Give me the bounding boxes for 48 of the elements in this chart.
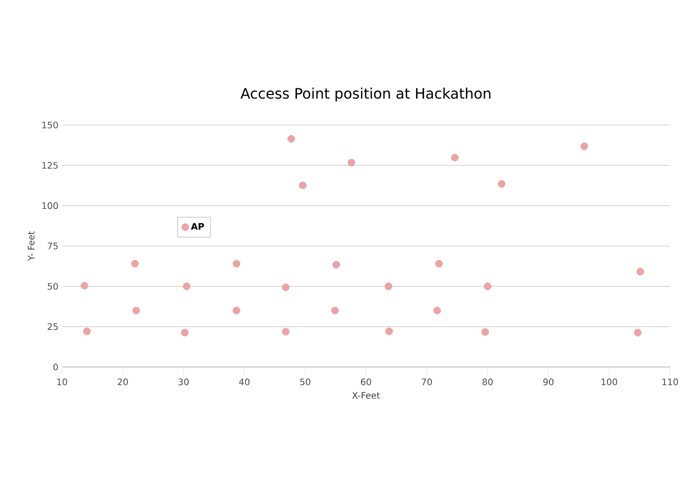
- point: [181, 328, 189, 336]
- point: [481, 328, 489, 336]
- x-tick-label: 50: [300, 378, 310, 386]
- y-tick-label: 50: [48, 282, 58, 290]
- point: [132, 306, 140, 314]
- point: [433, 306, 441, 314]
- x-tick-label: 30: [178, 378, 189, 386]
- point: [580, 142, 588, 150]
- point: [287, 135, 296, 143]
- x-tick-label: 90: [543, 378, 554, 386]
- x-tick-label: 40: [239, 378, 250, 386]
- y-tick-label: 125: [42, 162, 58, 169]
- point: [298, 182, 307, 190]
- y-tick-label: 25: [48, 323, 58, 330]
- y-axis-title: Y- Feet: [28, 231, 35, 261]
- point: [331, 306, 339, 314]
- point: [232, 306, 240, 314]
- point: [282, 328, 290, 336]
- point: [498, 180, 506, 188]
- point: [634, 328, 642, 336]
- y-tick-label: 100: [42, 202, 58, 210]
- legend-label: AP: [190, 223, 204, 230]
- y-tick-label: 150: [42, 122, 58, 128]
- point: [348, 158, 356, 166]
- point: [435, 260, 443, 268]
- point: [384, 282, 392, 290]
- chart-title: Access Point position at Hackathon: [240, 88, 490, 102]
- x-tick-label: 80: [482, 378, 493, 386]
- point: [484, 282, 492, 290]
- point: [332, 260, 340, 268]
- point: [385, 328, 393, 336]
- point: [83, 328, 91, 336]
- x-tick-label: 100: [602, 378, 618, 386]
- point: [232, 260, 240, 268]
- x-axis-title: X-Feet: [352, 392, 380, 399]
- x-tick-label: 60: [360, 378, 372, 386]
- point: [80, 282, 88, 290]
- x-tick-label: 110: [662, 378, 678, 386]
- point: [450, 154, 459, 162]
- point: [182, 282, 190, 290]
- point: [636, 268, 644, 276]
- x-tick-label: 20: [118, 378, 128, 386]
- y-tick-label: 75: [48, 242, 58, 250]
- point: [282, 284, 290, 292]
- x-tick-label: 10: [57, 378, 68, 386]
- x-tick-label: 70: [422, 378, 432, 386]
- y-tick-label: 0: [53, 364, 58, 370]
- point: [131, 260, 139, 268]
